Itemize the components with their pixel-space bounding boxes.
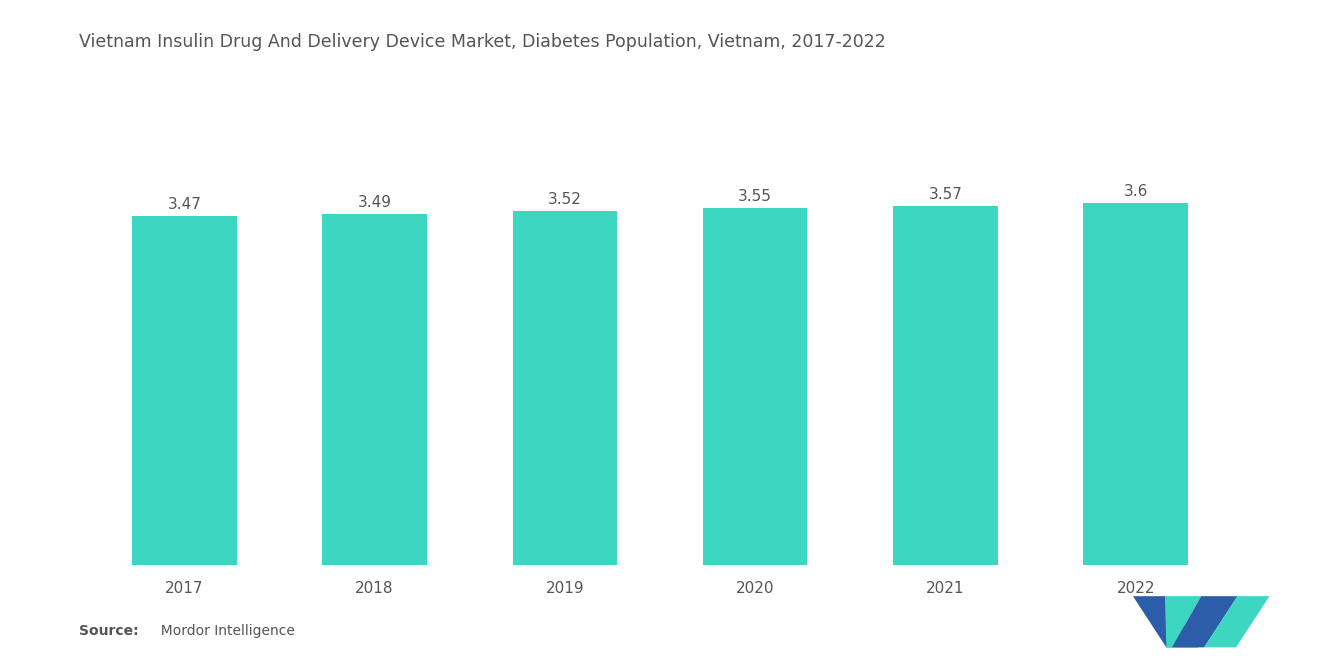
Bar xyxy=(322,214,426,565)
Text: Mordor Intelligence: Mordor Intelligence xyxy=(152,624,294,638)
Polygon shape xyxy=(1164,596,1201,648)
Bar xyxy=(132,216,236,565)
Polygon shape xyxy=(1172,596,1238,648)
Text: 3.57: 3.57 xyxy=(928,188,962,202)
Bar xyxy=(702,208,808,565)
Text: Source:: Source: xyxy=(79,624,139,638)
Text: 3.49: 3.49 xyxy=(358,196,392,210)
Bar xyxy=(512,211,618,565)
Bar xyxy=(1084,203,1188,565)
Text: 3.47: 3.47 xyxy=(168,198,201,212)
Text: 3.52: 3.52 xyxy=(548,192,582,207)
Polygon shape xyxy=(1133,596,1199,648)
Text: Vietnam Insulin Drug And Delivery Device Market, Diabetes Population, Vietnam, 2: Vietnam Insulin Drug And Delivery Device… xyxy=(79,33,886,51)
Bar xyxy=(894,206,998,565)
Polygon shape xyxy=(1204,596,1270,648)
Text: 3.6: 3.6 xyxy=(1123,184,1148,200)
Text: 3.55: 3.55 xyxy=(738,190,772,204)
